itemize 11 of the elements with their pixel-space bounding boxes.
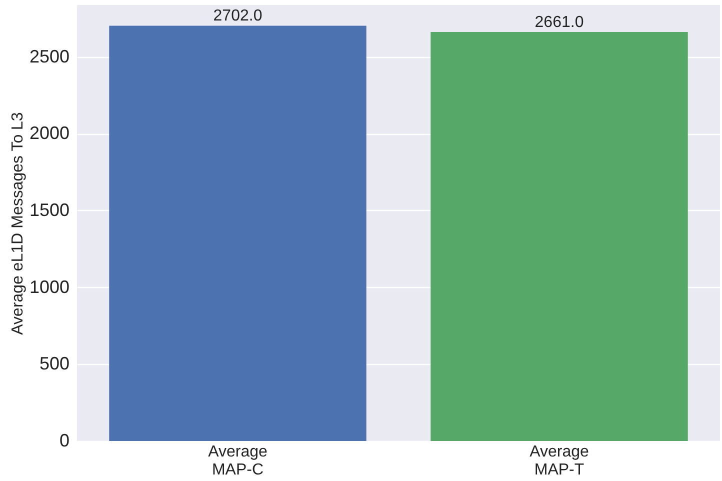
data-label: 2702.0 [213,8,262,25]
data-label: 2661.0 [534,14,584,32]
y-tick-label: 1000 [29,276,70,297]
y-tick-label: 0 [59,430,70,450]
y-tick-label: 2500 [29,46,70,66]
y-tick-label: 500 [39,354,70,374]
x-tick-label: Average MAP-C [208,444,268,478]
y-tick-label: 1500 [29,200,70,220]
y-tick-label: 2000 [29,123,70,144]
y-axis-title: Average eL1D Messages To L3 [9,112,26,335]
x-tick-label: Average MAP-T [530,444,589,478]
